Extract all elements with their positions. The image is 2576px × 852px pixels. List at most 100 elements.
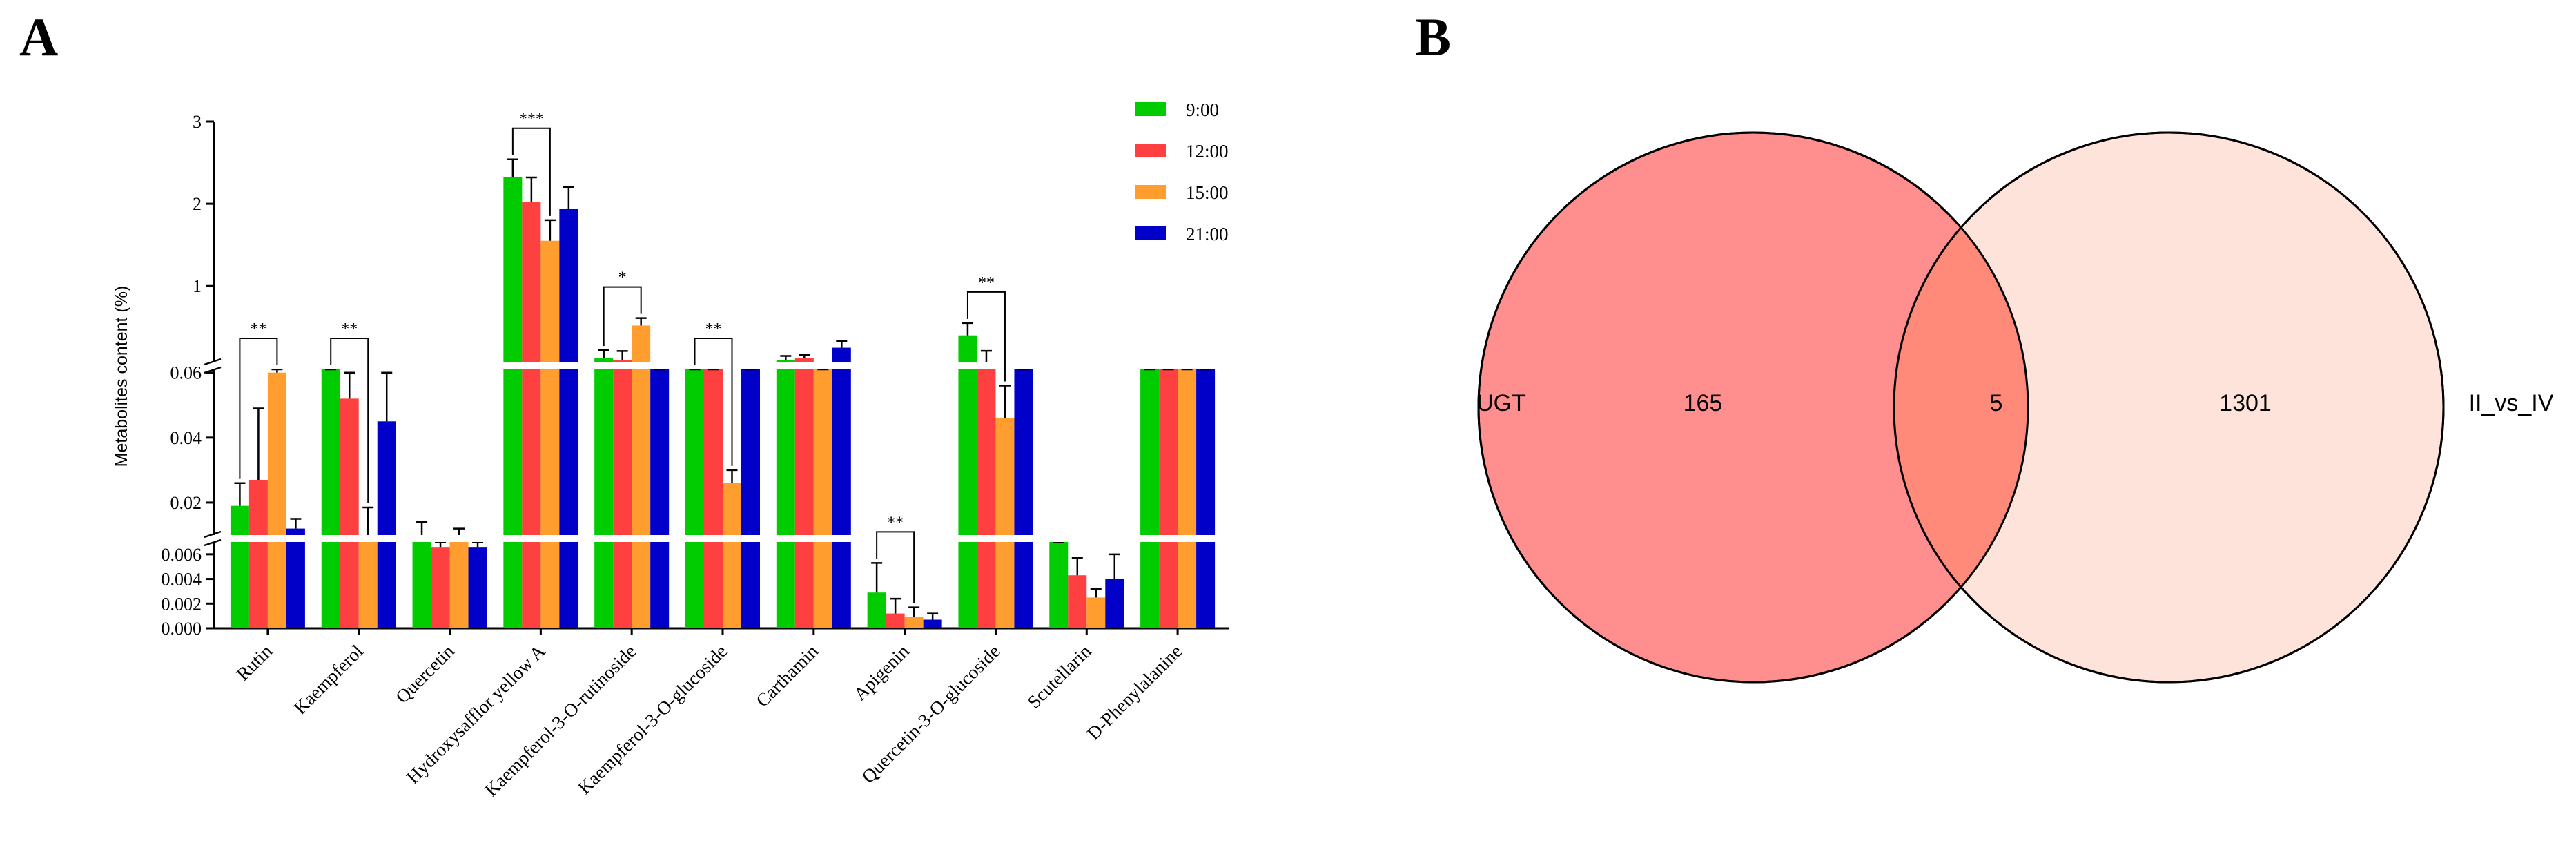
bar [412,542,431,628]
bar [340,398,359,628]
x-tick-label: Rutin [233,641,277,685]
y-tick-label: 0.004 [162,570,202,590]
bar [1159,369,1178,628]
y-tick-label: 0.006 [162,545,202,565]
significance-label: ** [887,514,904,532]
bar [813,369,832,628]
axis-break-mark [204,530,222,539]
bar [1140,369,1160,628]
bar [358,542,378,628]
axis-break-gap [200,362,1242,369]
significance-label: *** [519,110,544,128]
bar [1178,369,1197,628]
significance-bracket [239,338,278,479]
bar [1049,542,1069,628]
bar [832,347,851,628]
bar [1196,369,1216,628]
bar [904,617,924,628]
legend-label: 9:00 [1186,99,1219,120]
bar [613,360,632,628]
bar [377,421,396,628]
venn-label-ii-vs-iv: II_vs_IV [2469,390,2554,416]
bar-chart: Metabolites content (%) 0.000 0.002 0.004 0… [112,99,1242,800]
legend-swatch [1135,226,1166,240]
panel-a-label: A [19,7,58,67]
bar [1068,575,1087,628]
axis-break-gap [200,535,1242,542]
x-tick-label: Apigenin [850,641,914,705]
x-tick-label: Kaempferol [290,641,367,718]
bar [1014,369,1033,628]
bar [468,547,487,628]
x-tick-label: Carthamin [752,641,822,711]
significance-label: ** [250,320,266,338]
venn-count-ugt-only: 165 [1684,390,1723,416]
bar [503,177,523,628]
bar [723,483,741,628]
y-tick-label: 0.02 [170,493,202,513]
bar [867,592,886,628]
bar [286,528,305,628]
bar [431,547,450,628]
legend-label: 12:00 [1186,141,1229,162]
bar [704,369,723,628]
bar [449,542,469,628]
bar [248,480,268,628]
bar [1086,597,1106,628]
venn-count-intersection: 5 [1990,390,2003,416]
axis-break-mark [204,539,222,547]
significance-label: * [618,269,627,287]
x-tick-label: Quercetin [391,641,458,708]
bar [540,240,560,628]
significance-label: ** [705,320,722,338]
x-tick-label: Kaempferol-3-O-glucoside [574,641,731,798]
significance-label: ** [341,320,358,338]
x-tick-label: Kaempferol-3-O-rutinoside [480,641,640,800]
bar [321,369,340,628]
legend-swatch [1135,144,1166,157]
bar [886,613,905,628]
bar [995,418,1015,628]
bars [200,158,1242,629]
venn-label-ugt: UGT [1476,390,1526,416]
x-tick-label: D-Phenylalanine [1083,641,1187,744]
bar [230,505,249,628]
bar [685,369,704,628]
legend-swatch [1135,102,1166,116]
y-tick-label: 0.002 [162,594,202,614]
bar [923,619,942,628]
significance-bracket [966,291,1006,382]
x-tick-label: Scutellarin [1024,641,1095,713]
venn-count-ii-vs-iv-only: 1301 [2219,390,2272,416]
legend-swatch [1135,185,1166,199]
significance-bracket [511,127,551,216]
bar [794,358,814,628]
venn-diagram: UGT 165 5 1301 II_vs_IV [1476,131,2554,684]
y-axis-label: Metabolites content (%) [112,286,131,467]
legend: 9:00 12:00 15:00 21:00 [1135,99,1229,244]
significance-label: ** [978,274,995,292]
bar [977,369,996,628]
axis-break-mark [204,366,222,374]
y-tick-label: 1 [193,276,202,296]
legend-label: 21:00 [1186,224,1229,244]
bar [632,325,651,628]
bar [594,358,614,628]
panel-b-label: B [1415,7,1451,67]
bar [741,369,760,628]
bar [776,360,795,628]
bar [559,209,578,628]
y-tick-label: 3 [193,112,202,132]
y-tick-label: 0.06 [170,363,202,383]
significance-bracket [603,286,642,347]
axis-break-mark [204,358,222,366]
bar [650,369,670,628]
significance-bracket [694,338,733,466]
y-tick-label: 0.000 [162,619,202,639]
y-tick-label: 2 [193,194,202,214]
bar [267,372,286,628]
significance-bracket [876,531,915,603]
bar [958,335,977,628]
